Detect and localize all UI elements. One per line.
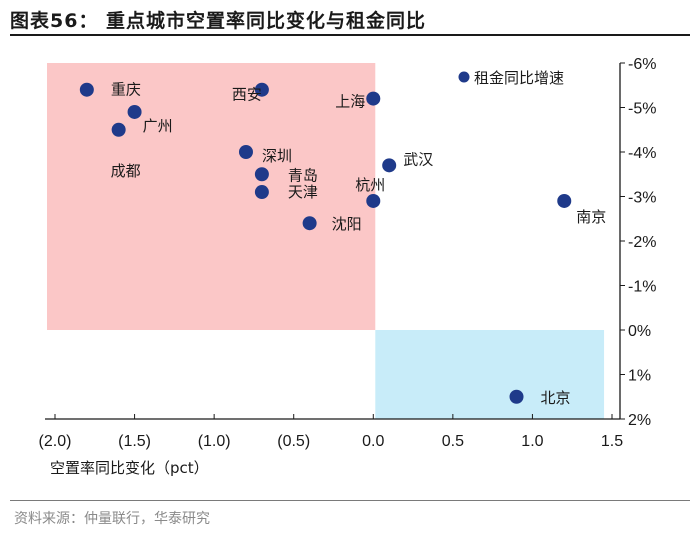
quadrant-regions [47, 63, 605, 419]
y-tick-label: -6% [628, 56, 656, 73]
data-point [238, 145, 253, 159]
data-point-label: 武汉 [403, 150, 433, 168]
y-tick-label: 2% [628, 412, 651, 429]
data-point [382, 158, 397, 173]
chart-title: 图表56： 重点城市空置率同比变化与租金同比 [10, 10, 427, 32]
data-point-label: 广州 [143, 117, 173, 135]
data-point-label: 重庆 [111, 81, 141, 99]
data-point [111, 122, 126, 137]
y-tick-label: -1% [628, 279, 656, 296]
x-axis-label: 空置率同比变化（pct） [50, 459, 209, 477]
data-point [254, 82, 269, 97]
y-tick-label: 0% [628, 323, 651, 340]
data-point-label: 上海 [335, 93, 365, 111]
data-point-label: 成都 [111, 162, 141, 180]
data-point-label: 南京 [576, 208, 606, 226]
x-tick-label: 1.0 [521, 433, 543, 450]
data-point [366, 91, 381, 106]
y-tick-label: -2% [628, 234, 656, 251]
quadrant-region-blue [375, 330, 605, 419]
title-divider [10, 34, 690, 36]
data-point-label: 北京 [541, 389, 571, 407]
data-point [509, 389, 524, 404]
data-point [254, 185, 269, 200]
data-point [127, 104, 142, 119]
quadrant-region-red [47, 63, 376, 330]
x-tick-label: 0.5 [442, 433, 464, 450]
legend-label: 租金同比增速 [474, 69, 564, 87]
data-point-label: 沈阳 [332, 215, 362, 233]
x-tick-label: (2.0) [39, 433, 72, 450]
axes: (2.0) (1.5) (1.0) (0.5) 0.0 0.5 1.0 1.5 -6% -5% -4… [39, 56, 657, 450]
data-point-label: 青岛 [288, 166, 318, 184]
y-tick-label: -3% [628, 190, 656, 207]
x-tick-label: 0.0 [362, 433, 384, 450]
data-point-label: 杭州 [355, 176, 385, 194]
y-tick-label: -5% [628, 101, 656, 118]
source-note: 资料来源：仲量联行，华泰研究 [14, 511, 210, 527]
x-tick-label: 1.5 [601, 433, 623, 450]
y-tick-label: -4% [628, 145, 656, 162]
source-divider [10, 500, 690, 501]
data-point [302, 216, 317, 231]
data-point-label: 西安 [232, 86, 262, 104]
x-tick-label: (1.5) [118, 433, 151, 450]
legend: 租金同比增速 [458, 69, 564, 87]
y-tick-label: 1% [628, 368, 651, 385]
x-tick-label: (0.5) [277, 433, 310, 450]
data-point [79, 82, 94, 97]
data-point [366, 193, 381, 208]
data-point-label: 天津 [288, 183, 318, 201]
data-point-label: 深圳 [262, 147, 292, 165]
scatter-chart: (2.0) (1.5) (1.0) (0.5) 0.0 0.5 1.0 1.5 -6% -5% -4… [39, 56, 657, 477]
legend-marker [458, 71, 470, 83]
data-point [557, 193, 572, 208]
x-tick-label: (1.0) [198, 433, 231, 450]
data-point [254, 167, 269, 182]
